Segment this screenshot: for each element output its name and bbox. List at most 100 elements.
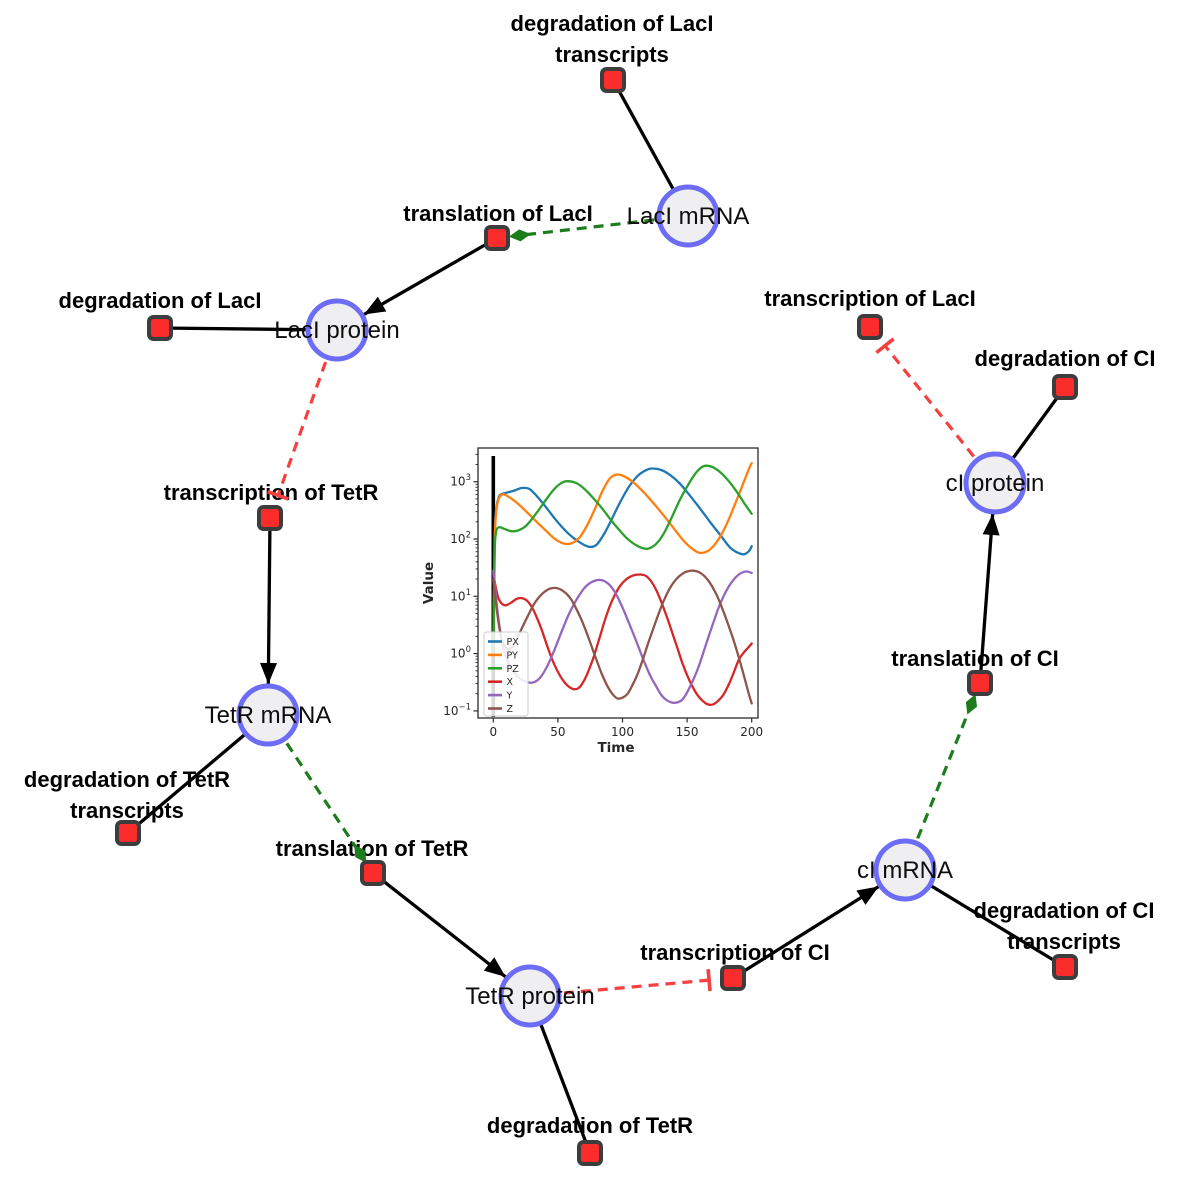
y-tick-label: 101 <box>450 588 471 604</box>
reaction-label-deg_laci: degradation of LacI <box>59 288 262 313</box>
species-label-laci_protein: LacI protein <box>274 317 399 344</box>
y-tick-base: 10 <box>450 647 465 661</box>
y-tick-exponent: 3 <box>466 473 471 483</box>
reaction-node-transl_ci <box>967 670 993 696</box>
reaction-label-deg_laci_tx: degradation of LacI <box>511 11 714 36</box>
chart-series-X <box>492 572 753 706</box>
edge-activation-laci_mrna-transl_laci <box>508 214 689 242</box>
chart-series-PZ <box>492 464 753 655</box>
activation-diamond-icon <box>354 844 367 864</box>
reaction-label-transl_laci: translation of LacI <box>403 201 592 226</box>
legend-label-PY: PY <box>507 650 519 661</box>
legend-label-Y: Y <box>506 691 513 702</box>
inhibition-dashed-line <box>883 344 997 485</box>
y-tick-base: 10 <box>443 704 458 718</box>
plot-border <box>477 447 759 719</box>
edge-arrow-transl_tetr-tetr_protein <box>371 871 532 998</box>
y-tick-exponent: 2 <box>466 531 471 541</box>
activation-diamond-icon <box>965 694 978 715</box>
y-tick-exponent: 0 <box>466 645 471 655</box>
edge-activation-tetr_mrna-transl_tetr <box>266 714 367 864</box>
reaction-node-txn_laci <box>857 314 883 340</box>
edge-inhibition-laci_protein-txn_tetr <box>267 329 339 501</box>
reaction-node-deg_ci_tx <box>1052 954 1078 980</box>
inset-chart: 0 50 100 150 20010310210110010−1TimeValuePXP… <box>421 447 763 756</box>
legend-label-X: X <box>507 677 514 688</box>
x-tick-label: 50 <box>550 725 565 739</box>
species-label-tetr_protein: TetR protein <box>465 983 594 1010</box>
species-node-laci_protein <box>305 298 369 362</box>
activation-diamond-icon <box>508 229 531 242</box>
species-node-tetr_protein <box>498 964 562 1028</box>
reaction-label-deg_ci_tx: degradation of CI <box>974 898 1155 923</box>
reaction-node-deg_tetr_tx <box>115 820 141 846</box>
x-tick-label: 0 <box>489 725 497 739</box>
y-tick-label: 100 <box>450 645 471 661</box>
reaction-node-transl_laci <box>484 225 510 251</box>
arrowhead-icon <box>856 886 879 905</box>
reaction-label-deg_laci_tx: transcripts <box>555 42 669 67</box>
species-label-ci_protein: cI protein <box>946 470 1045 497</box>
activation-dashed-line <box>903 696 976 871</box>
edge-activation-ci_mrna-transl_ci <box>903 694 978 871</box>
x-tick-label: 200 <box>740 725 763 739</box>
reaction-label-deg_tetr_tx: degradation of TetR <box>24 767 230 792</box>
y-tick-exponent: 1 <box>466 588 471 598</box>
chart-curves <box>492 462 753 706</box>
reaction-label-deg_tetr: degradation of TetR <box>487 1113 693 1138</box>
inhibition-tee-icon <box>267 490 290 501</box>
reaction-node-deg_tetr <box>577 1140 603 1166</box>
legend-label-Z: Z <box>507 704 514 715</box>
arrowhead-icon <box>260 662 278 685</box>
reaction-label-transl_ci: translation of CI <box>891 646 1058 671</box>
y-axis-label: Value <box>421 562 437 604</box>
species-node-laci_mrna <box>656 184 720 248</box>
reaction-node-txn_tetr <box>257 505 283 531</box>
activation-dashed-line <box>266 714 367 862</box>
species-node-ci_protein <box>963 451 1027 515</box>
inhibition-tee-icon <box>706 969 712 992</box>
reaction-label-transl_tetr: translation of TetR <box>276 836 469 861</box>
y-tick-label: 102 <box>450 531 471 547</box>
edge-inhibition-tetr_protein-txn_ci <box>529 969 712 998</box>
y-tick-base: 10 <box>450 475 465 489</box>
chart-legend: PX PY PZ XYZ <box>483 631 529 717</box>
species-label-tetr_mrna: TetR mRNA <box>205 702 332 729</box>
reaction-node-deg_laci <box>147 315 173 341</box>
reaction-node-deg_laci_tx <box>600 67 626 93</box>
species-node-ci_mrna <box>873 838 937 902</box>
inhibition-dashed-line <box>276 329 339 496</box>
arrowhead-icon <box>982 513 1000 536</box>
edge-arrow-txn_ci-ci_mrna <box>732 868 906 980</box>
arrowhead-icon <box>483 957 506 977</box>
edge-arrow-txn_tetr-tetr_mrna <box>260 517 278 716</box>
inhibition-dashed-line <box>529 978 710 998</box>
y-tick-base: 10 <box>450 532 465 546</box>
species-node-tetr_mrna <box>236 683 300 747</box>
edge-inhibition-ci_protein-txn_laci <box>875 337 997 485</box>
x-tick-label: 150 <box>676 725 699 739</box>
reaction-node-deg_ci <box>1052 374 1078 400</box>
legend-label-PZ: PZ <box>507 664 520 675</box>
inhibition-tee-icon <box>875 337 895 355</box>
reaction-node-transl_tetr <box>360 860 386 886</box>
species-label-ci_mrna: cI mRNA <box>857 857 953 884</box>
y-tick-label: 103 <box>450 473 471 489</box>
reaction-node-txn_ci <box>720 965 746 991</box>
arrowhead-icon <box>363 296 387 315</box>
x-tick-label: 100 <box>611 725 634 739</box>
chart-series-PY <box>492 462 753 655</box>
legend-label-PX: PX <box>507 637 520 648</box>
activation-dashed-line <box>511 214 689 238</box>
reaction-labels-layer: degradation of LacI transcripts translatio… <box>24 11 1156 1138</box>
reaction-label-txn_laci: transcription of LacI <box>764 286 975 311</box>
species-labels-layer: LacI mRNA LacI protein cI protein TetR mRNA… <box>205 203 1045 1010</box>
x-axis-label: Time <box>597 740 634 756</box>
species-label-laci_mrna: LacI mRNA <box>627 203 750 230</box>
reaction-label-txn_ci: transcription of CI <box>640 940 829 965</box>
y-tick-base: 10 <box>450 589 465 603</box>
y-tick-exponent: −1 <box>458 702 471 712</box>
nodes-layer <box>115 67 1078 1166</box>
